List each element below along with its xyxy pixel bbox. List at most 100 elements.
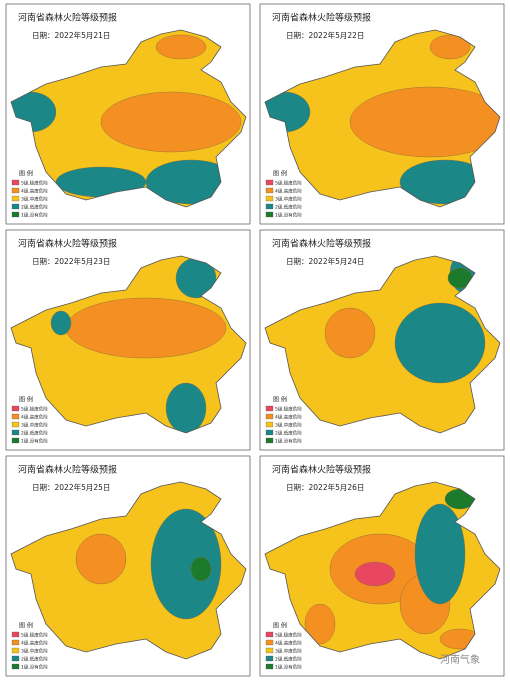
province-border (264, 481, 501, 660)
watermark: 河南气象 (440, 653, 480, 666)
province-border (10, 255, 247, 434)
legend-swatch (265, 663, 274, 670)
legend-swatch (265, 639, 274, 646)
legend-swatch (11, 211, 20, 218)
legend-title: 图 例 (273, 170, 287, 178)
panel-date: 日期：2022年5月23日 (32, 256, 110, 266)
risk-zone (354, 561, 396, 587)
panel-title: 河南省森林火险等级预报 (18, 238, 117, 250)
legend-label: 4级,高度危险 (275, 188, 302, 195)
legend-label: 3级,中度危险 (21, 422, 48, 429)
legend-label: 5级,极度危险 (275, 406, 302, 413)
legend-label: 2级,低度危险 (275, 204, 302, 211)
legend-label: 3级,中度危险 (275, 196, 302, 203)
legend-label: 1级,没有危险 (21, 664, 48, 671)
legend-swatch (265, 203, 274, 210)
legend-label: 4级,高度危险 (21, 188, 48, 195)
panel-title: 河南省森林火险等级预报 (18, 464, 117, 476)
legend-swatch (11, 639, 20, 646)
legend-swatch (265, 437, 274, 444)
legend-swatch (11, 421, 20, 428)
legend-swatch (11, 437, 20, 444)
legend-swatch (265, 195, 274, 202)
legend-swatch (265, 405, 274, 412)
legend-swatch (11, 195, 20, 202)
risk-zone (100, 91, 242, 153)
risk-zone (304, 603, 336, 645)
legend-label: 1级,没有危险 (275, 664, 302, 671)
panel-title: 河南省森林火险等级预报 (18, 12, 117, 24)
legend-swatch (11, 631, 20, 638)
legend-label: 1级,没有危险 (275, 438, 302, 445)
panel-date: 日期：2022年5月26日 (286, 482, 364, 492)
legend-label: 5级,极度危险 (275, 180, 302, 187)
legend-label: 2级,低度危险 (21, 656, 48, 663)
panel-date: 日期：2022年5月25日 (32, 482, 110, 492)
panel-title: 河南省森林火险等级预报 (272, 12, 371, 24)
legend-swatch (11, 663, 20, 670)
legend-label: 1级,没有危险 (21, 212, 48, 219)
risk-zone (165, 382, 207, 433)
map (265, 30, 500, 207)
province-border (10, 481, 247, 660)
legend-swatch (11, 429, 20, 436)
legend-swatch (11, 647, 20, 654)
legend-label: 2级,低度危险 (21, 430, 48, 437)
risk-zone (414, 503, 466, 605)
panel-date: 日期：2022年5月22日 (286, 30, 364, 40)
legend-label: 3级,中度危险 (275, 422, 302, 429)
legend-label: 5级,极度危险 (275, 632, 302, 639)
province-border (10, 29, 247, 208)
risk-zone (429, 34, 471, 60)
legend-label: 4级,高度危险 (275, 414, 302, 421)
risk-zone (150, 508, 222, 620)
legend-swatch (11, 413, 20, 420)
legend-label: 1级,没有危险 (21, 438, 48, 445)
legend-title: 图 例 (19, 170, 33, 178)
risk-zone (65, 297, 227, 359)
panel-date: 日期：2022年5月24日 (286, 256, 364, 266)
risk-zone (75, 533, 127, 585)
legend-label: 2级,低度危险 (21, 204, 48, 211)
legend-label: 2级,低度危险 (275, 430, 302, 437)
legend-swatch (265, 179, 274, 186)
province-border (264, 255, 501, 434)
risk-zone (190, 556, 212, 582)
map (11, 256, 246, 433)
legend-swatch (265, 413, 274, 420)
risk-zone (394, 302, 486, 384)
legend-label: 2级,低度危险 (275, 656, 302, 663)
legend-label: 1级,没有危险 (275, 212, 302, 219)
map (265, 256, 500, 433)
legend-label: 4级,高度危险 (21, 640, 48, 647)
legend-label: 5级,极度危险 (21, 406, 48, 413)
legend-label: 5级,极度危险 (21, 632, 48, 639)
province-area (265, 256, 500, 433)
legend-label: 3级,中度危险 (21, 648, 48, 655)
risk-zone (324, 307, 376, 359)
legend-title: 图 例 (19, 396, 33, 404)
legend-swatch (11, 405, 20, 412)
legend-label: 5级,极度危险 (21, 180, 48, 187)
panel-title: 河南省森林火险等级预报 (272, 238, 371, 250)
risk-zone (349, 86, 500, 158)
legend-label: 4级,高度危险 (275, 640, 302, 647)
legend-swatch (265, 429, 274, 436)
panel-title: 河南省森林火险等级预报 (272, 464, 371, 476)
legend-swatch (11, 187, 20, 194)
legend-swatch (11, 203, 20, 210)
map (11, 482, 246, 659)
legend-swatch (265, 647, 274, 654)
